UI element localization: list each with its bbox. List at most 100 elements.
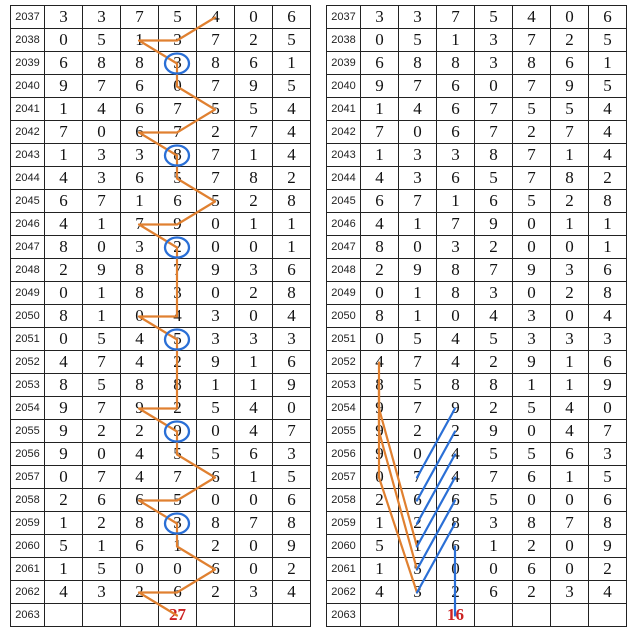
table-cell: 7 — [475, 466, 513, 489]
table-cell: 3 — [235, 581, 273, 604]
table-cell: 4 — [45, 581, 83, 604]
table-cell: 5 — [197, 443, 235, 466]
table-cell: 2 — [121, 581, 159, 604]
table-cell: 8 — [159, 144, 197, 167]
table-cell: 7 — [121, 213, 159, 236]
table-cell: 5 — [399, 328, 437, 351]
table-cell: 8 — [121, 52, 159, 75]
table-cell: 1 — [121, 29, 159, 52]
table-cell: 8 — [589, 282, 627, 305]
table-cell — [399, 604, 437, 627]
table-cell: 5 — [551, 98, 589, 121]
table-cell: 6 — [361, 52, 399, 75]
table-cell: 8 — [273, 190, 311, 213]
row-label: 2055 — [327, 420, 361, 443]
table-cell: 3 — [159, 52, 197, 75]
table-cell: 0 — [45, 29, 83, 52]
row-label: 2057 — [11, 466, 45, 489]
table-cell: 7 — [437, 6, 475, 29]
table-cell: 6 — [197, 558, 235, 581]
table-cell: 5 — [159, 6, 197, 29]
table-cell: 1 — [551, 213, 589, 236]
table-cell: 1 — [551, 466, 589, 489]
table-cell: 3 — [513, 328, 551, 351]
table-cell: 9 — [513, 351, 551, 374]
table-cell: 6 — [437, 167, 475, 190]
table-cell: 7 — [399, 397, 437, 420]
data-table-left: 2037337540620380513725203968838612040976… — [10, 5, 311, 627]
table-cell: 5 — [197, 190, 235, 213]
table-cell: 7 — [513, 144, 551, 167]
table-cell: 9 — [45, 75, 83, 98]
table-cell: 2 — [513, 535, 551, 558]
table-cell: 3 — [83, 6, 121, 29]
table-cell: 1 — [361, 558, 399, 581]
row-label: 2041 — [11, 98, 45, 121]
table-cell: 9 — [475, 420, 513, 443]
table-cell: 3 — [235, 328, 273, 351]
table-cell: 0 — [551, 558, 589, 581]
table-cell: 7 — [513, 75, 551, 98]
table-cell: 4 — [273, 305, 311, 328]
table-cell: 0 — [513, 282, 551, 305]
table-cell: 7 — [235, 512, 273, 535]
table-cell: 5 — [399, 558, 437, 581]
table-cell: 3 — [437, 236, 475, 259]
table-cell: 8 — [437, 259, 475, 282]
table-cell: 4 — [437, 328, 475, 351]
table-cell: 1 — [273, 52, 311, 75]
table-cell: 2 — [121, 420, 159, 443]
row-label: 2037 — [11, 6, 45, 29]
table-cell: 8 — [437, 282, 475, 305]
table-cell: 6 — [121, 489, 159, 512]
table-cell: 3 — [235, 259, 273, 282]
table-cell: 4 — [45, 213, 83, 236]
table-cell: 1 — [437, 190, 475, 213]
row-label: 2050 — [11, 305, 45, 328]
table-cell: 5 — [589, 75, 627, 98]
table-cell: 0 — [197, 489, 235, 512]
table-cell: 8 — [273, 282, 311, 305]
page-root: 2037337540620380513725203968838612040976… — [0, 0, 640, 634]
table-cell: 6 — [437, 121, 475, 144]
table-cell: 7 — [513, 167, 551, 190]
table-cell: 6 — [159, 581, 197, 604]
row-label: 2056 — [327, 443, 361, 466]
table-cell: 0 — [551, 236, 589, 259]
table-cell: 0 — [513, 420, 551, 443]
table-cell: 1 — [83, 213, 121, 236]
table-cell: 2 — [45, 259, 83, 282]
table-cell: 7 — [197, 167, 235, 190]
table-cell: 6 — [589, 6, 627, 29]
row-label: 2045 — [327, 190, 361, 213]
table-cell: 1 — [399, 282, 437, 305]
row-label: 2053 — [11, 374, 45, 397]
table-cell: 9 — [45, 420, 83, 443]
table-cell: 8 — [475, 374, 513, 397]
table-cell: 6 — [121, 535, 159, 558]
row-label: 2047 — [327, 236, 361, 259]
table-cell: 2 — [197, 121, 235, 144]
table-cell: 7 — [437, 213, 475, 236]
table-cell: 2 — [159, 236, 197, 259]
table-cell: 0 — [513, 489, 551, 512]
table-cell: 0 — [361, 282, 399, 305]
table-cell: 4 — [273, 98, 311, 121]
table-cell: 8 — [513, 52, 551, 75]
table-cell: 8 — [121, 259, 159, 282]
table-cell: 9 — [45, 443, 83, 466]
table-cell: 0 — [361, 328, 399, 351]
table-cell: 0 — [551, 535, 589, 558]
row-label: 2047 — [11, 236, 45, 259]
table-cell: 6 — [589, 489, 627, 512]
table-cell: 2 — [437, 581, 475, 604]
table-cell: 8 — [197, 512, 235, 535]
table-cell: 0 — [551, 6, 589, 29]
table-cell: 2 — [361, 259, 399, 282]
table-cell: 3 — [399, 581, 437, 604]
table-cell: 0 — [361, 29, 399, 52]
row-label: 2048 — [327, 259, 361, 282]
table-cell: 8 — [45, 305, 83, 328]
table-cell: 3 — [589, 328, 627, 351]
table-cell: 3 — [475, 282, 513, 305]
